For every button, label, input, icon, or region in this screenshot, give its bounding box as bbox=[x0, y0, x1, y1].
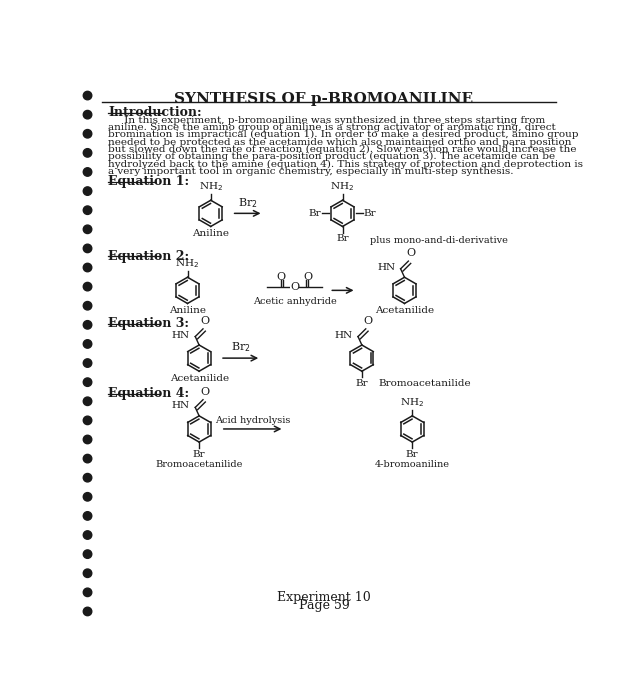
Circle shape bbox=[83, 187, 92, 195]
Text: SYNTHESIS OF p-BROMOANILINE: SYNTHESIS OF p-BROMOANILINE bbox=[174, 92, 473, 106]
Text: Br: Br bbox=[363, 209, 376, 218]
Circle shape bbox=[83, 244, 92, 253]
Text: a very important tool in organic chemistry, especially in multi-step synthesis.: a very important tool in organic chemist… bbox=[109, 167, 514, 176]
Circle shape bbox=[83, 340, 92, 348]
Circle shape bbox=[83, 588, 92, 596]
Text: Br$_2$: Br$_2$ bbox=[238, 196, 257, 209]
Text: O: O bbox=[276, 272, 285, 281]
Circle shape bbox=[83, 512, 92, 520]
Text: Equation 4:: Equation 4: bbox=[109, 386, 190, 400]
Text: Acid hydrolysis: Acid hydrolysis bbox=[215, 416, 290, 425]
Text: 4-bromoaniline: 4-bromoaniline bbox=[375, 460, 450, 469]
Circle shape bbox=[83, 321, 92, 329]
Circle shape bbox=[83, 550, 92, 559]
Text: O: O bbox=[406, 248, 415, 258]
Circle shape bbox=[83, 263, 92, 272]
Circle shape bbox=[83, 416, 92, 425]
Circle shape bbox=[83, 569, 92, 577]
Circle shape bbox=[83, 225, 92, 234]
Circle shape bbox=[83, 607, 92, 616]
Text: Aniline: Aniline bbox=[169, 306, 206, 315]
Circle shape bbox=[83, 493, 92, 501]
Text: Acetanilide: Acetanilide bbox=[375, 306, 434, 315]
Text: Page 59: Page 59 bbox=[298, 599, 349, 612]
Text: HN: HN bbox=[334, 330, 353, 340]
Text: plus mono-and-di-derivative: plus mono-and-di-derivative bbox=[370, 237, 507, 246]
Text: Acetanilide: Acetanilide bbox=[169, 374, 229, 382]
Circle shape bbox=[83, 91, 92, 100]
Text: aniline. Since the amino group of aniline is a strong activator of aromatic ring: aniline. Since the amino group of anilin… bbox=[109, 123, 556, 132]
Text: but slowed down the rate of reaction (equation 2). Slow reaction rate would incr: but slowed down the rate of reaction (eq… bbox=[109, 145, 577, 154]
Circle shape bbox=[83, 282, 92, 291]
Text: Equation 3:: Equation 3: bbox=[109, 317, 190, 330]
Circle shape bbox=[83, 111, 92, 119]
Text: Bromoacetanilide: Bromoacetanilide bbox=[155, 460, 243, 469]
Text: Equation 1:: Equation 1: bbox=[109, 175, 190, 188]
Text: Br: Br bbox=[336, 234, 349, 243]
Circle shape bbox=[83, 531, 92, 539]
Circle shape bbox=[83, 206, 92, 214]
Text: Equation 2:: Equation 2: bbox=[109, 250, 190, 262]
Text: NH$_2$: NH$_2$ bbox=[176, 258, 200, 270]
Text: Introduction:: Introduction: bbox=[109, 106, 202, 118]
Text: In this experiment, p-bromoaniline was synthesized in three steps starting from: In this experiment, p-bromoaniline was s… bbox=[109, 116, 545, 125]
Text: HN: HN bbox=[172, 401, 190, 410]
Text: HN: HN bbox=[172, 330, 190, 340]
Circle shape bbox=[83, 302, 92, 310]
Text: Br: Br bbox=[309, 209, 322, 218]
Circle shape bbox=[83, 454, 92, 463]
Text: Br: Br bbox=[193, 450, 205, 459]
Text: bromination is impractical (equation 1). In order to make a desired product, ami: bromination is impractical (equation 1).… bbox=[109, 130, 579, 139]
Text: O: O bbox=[201, 316, 210, 326]
Circle shape bbox=[83, 397, 92, 405]
Text: possibility of obtaining the para-position product (equation 3). The acetamide c: possibility of obtaining the para-positi… bbox=[109, 152, 556, 161]
Text: Aniline: Aniline bbox=[192, 229, 229, 238]
Text: NH$_2$: NH$_2$ bbox=[400, 396, 424, 409]
Text: O: O bbox=[304, 272, 313, 281]
Text: Acetic anhydride: Acetic anhydride bbox=[253, 297, 336, 305]
Text: O: O bbox=[201, 386, 210, 397]
Text: O: O bbox=[363, 316, 373, 326]
Text: Br$_2$: Br$_2$ bbox=[231, 340, 250, 354]
Circle shape bbox=[83, 168, 92, 176]
Text: HN: HN bbox=[377, 262, 395, 272]
Text: O: O bbox=[290, 282, 299, 293]
Text: Experiment 10: Experiment 10 bbox=[277, 591, 371, 603]
Circle shape bbox=[83, 473, 92, 482]
Text: Br: Br bbox=[356, 379, 368, 388]
Text: hydrolyzed back to the amine (equation 4). This strategy of protection and depro: hydrolyzed back to the amine (equation 4… bbox=[109, 160, 583, 169]
Circle shape bbox=[83, 435, 92, 444]
Circle shape bbox=[83, 378, 92, 386]
Circle shape bbox=[83, 148, 92, 157]
Text: needed to be protected as the acetamide which also maintained ortho and para pos: needed to be protected as the acetamide … bbox=[109, 137, 572, 146]
Text: Bromoacetanilide: Bromoacetanilide bbox=[379, 379, 471, 388]
Text: NH$_2$: NH$_2$ bbox=[198, 181, 223, 193]
Text: NH$_2$: NH$_2$ bbox=[331, 181, 355, 193]
Circle shape bbox=[83, 130, 92, 138]
Text: Br: Br bbox=[406, 450, 418, 459]
Circle shape bbox=[83, 359, 92, 368]
